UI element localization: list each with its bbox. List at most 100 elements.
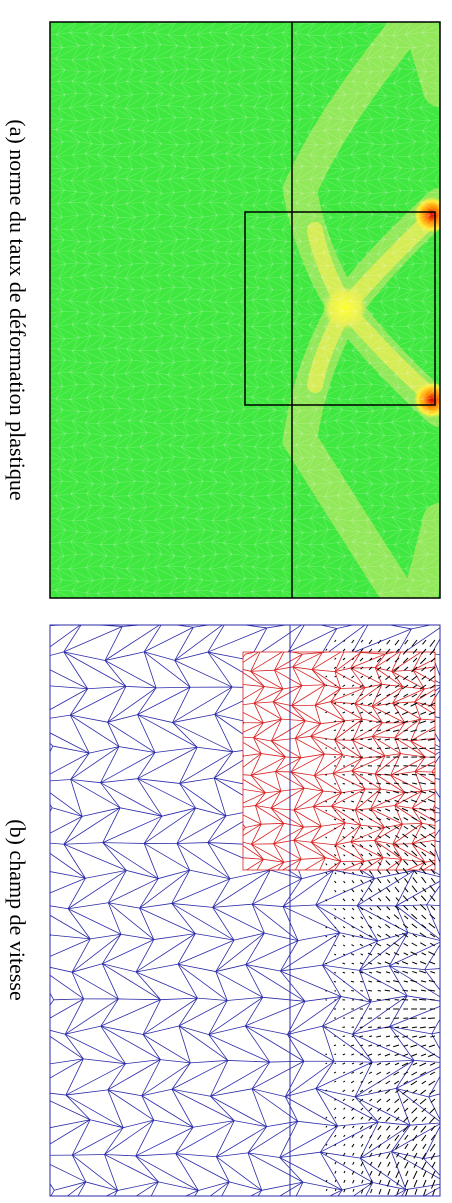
mesh-edge	[431, 653, 440, 656]
mesh-edge	[336, 228, 343, 241]
mesh-edge	[171, 1089, 194, 1128]
mesh-edge	[168, 179, 191, 191]
mesh-edge	[392, 386, 413, 398]
mesh-edge	[394, 374, 413, 387]
mesh-edge	[65, 432, 79, 434]
mesh-edge	[392, 517, 409, 520]
mesh-edge	[308, 226, 318, 240]
mesh-edge	[50, 351, 66, 361]
mesh-edge	[196, 398, 219, 412]
mesh-edge	[378, 408, 399, 424]
mesh-edge	[422, 229, 440, 242]
mesh-edge	[140, 323, 154, 325]
mesh-edge	[85, 313, 94, 324]
mesh-edge	[317, 505, 331, 509]
mesh-edge	[323, 289, 346, 301]
mesh-edge	[266, 167, 287, 180]
mesh-edge	[111, 34, 128, 37]
mesh-edge	[300, 408, 318, 412]
mesh-edge	[168, 387, 192, 397]
mesh-edge	[364, 165, 385, 182]
mesh-edge	[422, 493, 440, 506]
mesh-edge	[433, 422, 440, 424]
mesh-edge	[112, 326, 122, 339]
mesh-edge	[366, 580, 374, 594]
mesh-edge	[179, 783, 196, 809]
mesh-edge	[363, 105, 373, 120]
mesh-edge	[281, 311, 289, 325]
mesh-edge	[322, 239, 343, 254]
mesh-edge	[335, 239, 343, 252]
mesh-edge	[226, 214, 234, 229]
mesh-edge	[225, 505, 233, 521]
mesh-edge	[154, 241, 163, 254]
mesh-edge	[154, 153, 171, 156]
mesh-edge	[380, 301, 399, 314]
mesh-edge	[79, 505, 92, 508]
mesh-edge	[184, 396, 203, 411]
mesh-edge	[126, 568, 148, 582]
mesh-edge	[155, 350, 175, 363]
mesh-edge	[363, 202, 381, 206]
mesh-edge	[127, 398, 147, 412]
mesh-edge	[98, 132, 105, 146]
mesh-edge	[215, 1120, 235, 1157]
mesh-edge	[50, 792, 83, 817]
mesh-edge	[139, 154, 148, 169]
mesh-edge	[295, 738, 325, 755]
mesh-edge	[281, 324, 287, 338]
mesh-edge	[55, 141, 80, 157]
mesh-edge	[287, 1025, 323, 1035]
mesh-edge	[168, 396, 178, 410]
mesh-edge	[385, 408, 399, 410]
mesh-edge	[72, 350, 77, 362]
mesh-edge	[141, 228, 154, 231]
mesh-edge	[50, 160, 66, 170]
mesh-edge	[351, 371, 373, 385]
mesh-edge	[137, 752, 156, 779]
mesh-edge	[104, 1154, 119, 1191]
mesh-edge	[307, 22, 315, 36]
mesh-edge	[226, 422, 231, 435]
mesh-edge	[280, 371, 297, 374]
mesh-edge	[223, 275, 233, 289]
mesh-edge	[100, 374, 119, 388]
mesh-edge	[308, 593, 318, 598]
mesh-edge	[253, 238, 261, 253]
mesh-edge	[420, 470, 440, 484]
mesh-edge	[197, 34, 219, 46]
mesh-edge	[58, 447, 65, 460]
mesh-edge	[365, 82, 387, 97]
mesh-edge	[323, 156, 329, 169]
mesh-edge	[328, 94, 346, 97]
mesh-edge	[251, 47, 260, 58]
mesh-edge	[97, 215, 106, 227]
mesh-edge	[181, 83, 191, 97]
mesh-edge	[141, 229, 163, 242]
mesh-edge	[182, 143, 190, 157]
mesh-edge	[265, 190, 273, 204]
mesh-edge	[414, 529, 427, 533]
mesh-edge	[140, 180, 163, 194]
mesh-edge	[112, 47, 136, 58]
mesh-edge	[239, 482, 259, 496]
mesh-edge	[177, 312, 191, 315]
mesh-edge	[360, 1157, 407, 1190]
mesh-edge	[244, 45, 260, 48]
mesh-edge	[146, 602, 162, 604]
mesh-edge	[329, 603, 342, 605]
mesh-edge	[156, 532, 164, 544]
mesh-edge	[421, 300, 430, 313]
mesh-edge	[421, 411, 430, 422]
mesh-edge	[238, 444, 255, 448]
mesh-edge	[114, 435, 122, 448]
mesh-edge	[50, 517, 57, 520]
mesh-edge	[365, 82, 378, 85]
mesh-edge	[85, 202, 106, 217]
mesh-edge	[141, 481, 149, 494]
mesh-edge	[266, 178, 273, 191]
mesh-edge	[238, 531, 247, 545]
mesh-edge	[135, 939, 155, 973]
mesh-edge	[424, 944, 440, 970]
mesh-edge	[212, 506, 220, 521]
